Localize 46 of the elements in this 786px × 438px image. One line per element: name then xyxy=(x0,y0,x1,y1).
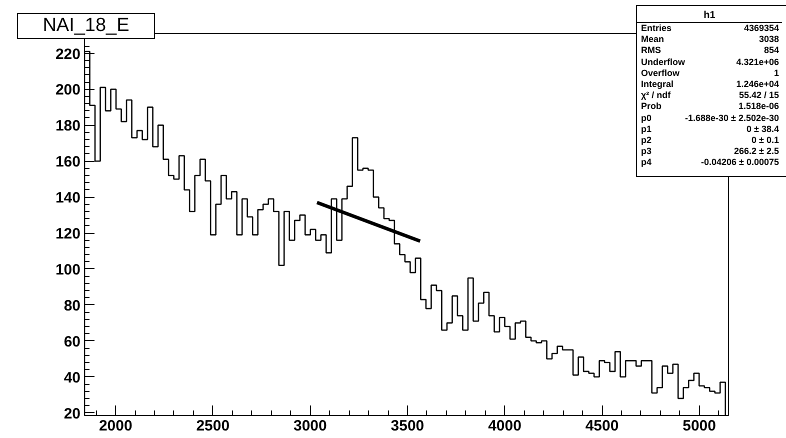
y-tick-label: 60 xyxy=(64,333,81,350)
text: 1.518e-06 xyxy=(737,101,780,113)
annotation: p1 xyxy=(640,124,653,136)
x-tick-label: 4000 xyxy=(488,418,522,434)
x-tick-label: 4500 xyxy=(585,418,619,434)
y-tick-label: 140 xyxy=(55,190,81,207)
annotation: Underflow xyxy=(640,56,685,68)
annotation: p0 xyxy=(640,112,653,124)
annotation: Mean xyxy=(640,34,666,46)
annotation: -1.688e-30 ± 2.502e-30 xyxy=(685,112,780,124)
x-tick-label: 3500 xyxy=(390,418,424,434)
text: 0 ± 38.4 xyxy=(746,124,780,136)
text: h1 xyxy=(637,10,782,23)
x-tick-label: 2000 xyxy=(98,418,132,434)
text: 55.42 / 15 xyxy=(738,90,780,102)
text: 3038 xyxy=(758,34,780,46)
annotation: p4 xyxy=(640,157,653,169)
x-tick-label: 3000 xyxy=(294,418,327,434)
y-tick-label: 160 xyxy=(55,154,81,171)
annotation: p2 xyxy=(640,135,653,146)
annotation: p3 xyxy=(640,146,653,158)
text: 0 ± 0.1 xyxy=(750,135,780,146)
annotation: χ² / ndf xyxy=(640,90,672,102)
y-tick-label: 20 xyxy=(64,405,81,422)
text: 1 xyxy=(773,68,780,80)
text: 1.246e+04 xyxy=(735,79,780,90)
text: 854 xyxy=(762,45,780,57)
text: 4369354 xyxy=(742,23,780,34)
annotation: Integral xyxy=(640,79,675,90)
annotation: Overflow xyxy=(640,68,681,80)
annotation: RMS xyxy=(640,45,662,57)
y-tick-label: 220 xyxy=(55,46,81,63)
annotation: Prob xyxy=(640,101,663,113)
x-tick-label: 5000 xyxy=(682,418,716,434)
y-tick-label: 40 xyxy=(64,369,81,386)
text: 4.321e+06 xyxy=(735,56,780,68)
text: 266.2 ± 2.5 xyxy=(733,146,780,158)
y-tick-label: 200 xyxy=(55,82,81,99)
x-tick-label: 2500 xyxy=(196,418,230,434)
annotation: -0.04206 ± 0.00075 xyxy=(700,157,780,169)
y-tick-label: 100 xyxy=(55,261,81,278)
text: Entries xyxy=(640,23,673,34)
chart-title: NAI_18_E xyxy=(42,14,130,37)
y-tick-label: 120 xyxy=(55,226,81,243)
y-tick-label: 180 xyxy=(55,118,81,135)
y-tick-label: 80 xyxy=(64,297,81,314)
